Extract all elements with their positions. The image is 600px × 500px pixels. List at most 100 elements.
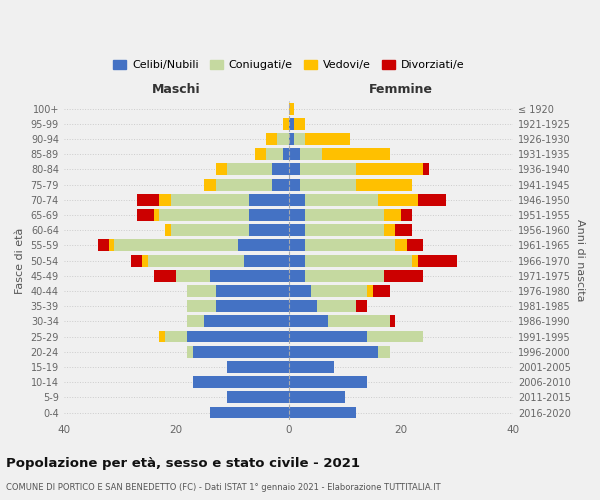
Bar <box>395 240 407 252</box>
Bar <box>367 285 373 297</box>
Bar <box>418 254 457 266</box>
Bar <box>137 209 154 221</box>
Bar <box>215 178 272 190</box>
Bar <box>289 240 305 252</box>
Bar <box>165 224 170 236</box>
Text: COMUNE DI PORTICO E SAN BENEDETTO (FC) - Dati ISTAT 1° gennaio 2021 - Elaborazio: COMUNE DI PORTICO E SAN BENEDETTO (FC) -… <box>6 482 440 492</box>
Bar <box>137 194 160 205</box>
Bar <box>289 178 300 190</box>
Bar <box>289 118 294 130</box>
Bar <box>187 346 193 358</box>
Bar <box>193 376 289 388</box>
Bar <box>249 209 289 221</box>
Bar <box>227 392 289 404</box>
Bar <box>255 148 266 160</box>
Bar <box>424 164 429 175</box>
Bar <box>407 240 424 252</box>
Bar <box>160 209 249 221</box>
Bar <box>277 133 289 145</box>
Bar <box>215 164 227 175</box>
Bar <box>210 270 289 281</box>
Bar <box>289 376 367 388</box>
Bar <box>148 254 244 266</box>
Bar <box>384 270 424 281</box>
Bar <box>170 224 249 236</box>
Legend: Celibi/Nubili, Coniugati/e, Vedovi/e, Divorziati/e: Celibi/Nubili, Coniugati/e, Vedovi/e, Di… <box>109 56 469 75</box>
Bar <box>210 406 289 418</box>
Bar <box>305 254 412 266</box>
Bar <box>356 178 412 190</box>
Bar <box>412 254 418 266</box>
Bar <box>289 194 305 205</box>
Bar <box>384 209 401 221</box>
Bar <box>328 316 390 328</box>
Bar <box>160 330 165 342</box>
Bar <box>305 209 384 221</box>
Bar <box>305 194 379 205</box>
Text: Popolazione per età, sesso e stato civile - 2021: Popolazione per età, sesso e stato civil… <box>6 458 360 470</box>
Bar <box>187 285 215 297</box>
Bar <box>266 133 277 145</box>
Bar <box>379 346 390 358</box>
Bar <box>204 316 289 328</box>
Bar <box>249 194 289 205</box>
Bar <box>289 300 317 312</box>
Bar <box>300 164 356 175</box>
Bar <box>289 254 305 266</box>
Bar <box>418 194 446 205</box>
Bar <box>160 194 170 205</box>
Bar <box>289 133 294 145</box>
Bar <box>187 316 204 328</box>
Bar <box>379 194 418 205</box>
Bar <box>98 240 109 252</box>
Bar <box>289 361 334 373</box>
Bar <box>289 316 328 328</box>
Bar <box>300 148 322 160</box>
Bar <box>367 330 424 342</box>
Bar <box>305 224 384 236</box>
Bar <box>390 316 395 328</box>
Bar <box>165 330 187 342</box>
Bar <box>401 209 412 221</box>
Bar <box>131 254 142 266</box>
Bar <box>289 392 345 404</box>
Y-axis label: Anni di nascita: Anni di nascita <box>575 220 585 302</box>
Bar <box>283 148 289 160</box>
Bar <box>384 224 395 236</box>
Bar <box>294 133 305 145</box>
Bar <box>289 209 305 221</box>
Bar <box>300 178 356 190</box>
Bar <box>109 240 115 252</box>
Bar <box>395 224 412 236</box>
Bar <box>115 240 238 252</box>
Bar <box>154 209 160 221</box>
Bar <box>289 224 305 236</box>
Bar <box>272 164 289 175</box>
Bar <box>305 133 350 145</box>
Text: Femmine: Femmine <box>369 84 433 96</box>
Bar <box>373 285 390 297</box>
Bar <box>317 300 356 312</box>
Bar <box>187 300 215 312</box>
Bar <box>215 300 289 312</box>
Bar <box>227 361 289 373</box>
Bar <box>238 240 289 252</box>
Bar <box>305 270 384 281</box>
Bar <box>305 240 395 252</box>
Bar <box>289 330 367 342</box>
Bar <box>311 285 367 297</box>
Bar <box>322 148 390 160</box>
Bar <box>283 118 289 130</box>
Bar <box>249 224 289 236</box>
Bar <box>154 270 176 281</box>
Bar <box>204 178 215 190</box>
Bar <box>266 148 283 160</box>
Bar <box>289 164 300 175</box>
Bar <box>289 406 356 418</box>
Bar <box>289 346 379 358</box>
Bar <box>215 285 289 297</box>
Y-axis label: Fasce di età: Fasce di età <box>15 228 25 294</box>
Text: Maschi: Maschi <box>152 84 200 96</box>
Bar <box>289 148 300 160</box>
Bar <box>176 270 210 281</box>
